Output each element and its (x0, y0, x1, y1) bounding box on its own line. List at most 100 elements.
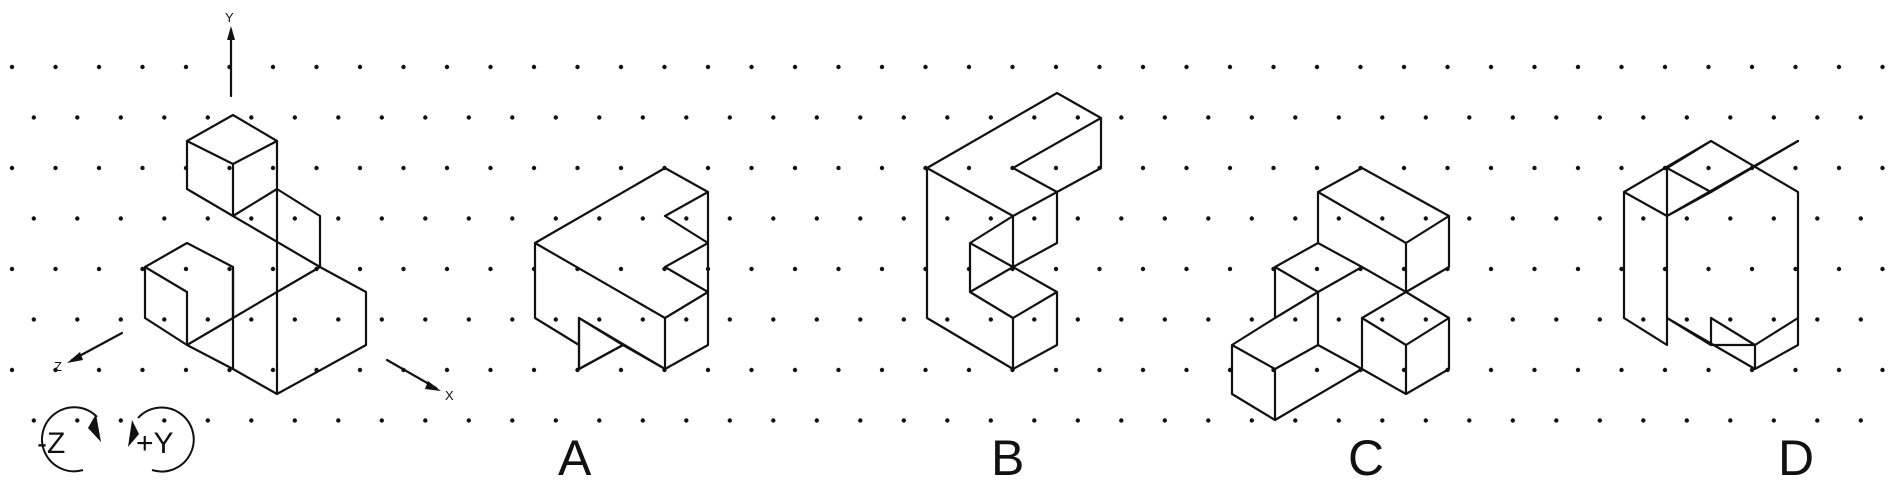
grid-dot (1488, 64, 1494, 70)
grid-dot (140, 367, 145, 373)
grid-dot (814, 418, 819, 423)
grid-dot (1293, 216, 1298, 221)
grid-dot (684, 115, 689, 120)
grid-dot (792, 367, 798, 373)
grid-dot (1423, 216, 1429, 221)
grid-dot (183, 367, 189, 373)
grid-dot (1836, 64, 1842, 70)
grid-dot (1227, 64, 1233, 70)
grid-dot (118, 115, 124, 120)
grid-dot (1793, 64, 1798, 70)
option-label-a: A (558, 430, 592, 485)
grid-dot (1032, 418, 1037, 423)
grid-dot (1728, 418, 1733, 423)
grid-dot (858, 418, 863, 423)
grid-dot (1380, 216, 1385, 221)
grid-dot (53, 64, 58, 70)
grid-dot (510, 115, 515, 120)
rotation-instructions: -Z +Y (37, 406, 195, 473)
grid-dot (727, 115, 732, 120)
grid-dot (1575, 64, 1581, 70)
grid-dot (1184, 165, 1189, 171)
grid-dot (118, 317, 124, 322)
grid-dot (1293, 115, 1298, 120)
grid-dot (1423, 418, 1429, 423)
grid-dot (1206, 317, 1211, 322)
grid-dot (1227, 165, 1233, 171)
grid-dot (531, 367, 537, 373)
grid-dot (1467, 317, 1472, 322)
grid-dot (1488, 367, 1494, 373)
y-axis-label: Y (225, 10, 234, 25)
option-b-figure[interactable]: B (925, 91, 1103, 485)
grid-dot (1554, 418, 1559, 423)
grid-dot (1532, 165, 1537, 171)
grid-dot (1445, 64, 1450, 70)
grid-dot (466, 317, 471, 322)
grid-dot (662, 64, 667, 70)
grid-dot (1010, 64, 1015, 70)
option-a-figure[interactable]: A (533, 166, 710, 485)
grid-dot (1488, 165, 1494, 171)
grid-dot (1206, 418, 1211, 423)
grid-dot (1249, 418, 1255, 423)
option-label-b: B (991, 430, 1024, 485)
grid-dot (336, 216, 341, 221)
grid-dot (1771, 317, 1777, 322)
grid-dot (901, 216, 906, 221)
grid-dot (444, 367, 450, 373)
grid-dot (771, 418, 776, 423)
grid-dot (510, 317, 515, 322)
rotation-label-2: +Y (136, 427, 174, 460)
grid-dot (1380, 418, 1385, 423)
option-d-figure[interactable]: D (1622, 139, 1814, 485)
grid-dot (597, 216, 602, 221)
grid-dot (1358, 64, 1363, 70)
grid-dot (923, 64, 928, 70)
grid-dot (1749, 64, 1755, 70)
grid-dot (1119, 216, 1124, 221)
grid-dot (945, 317, 950, 322)
grid-dot (1140, 367, 1146, 373)
x-axis-label: X (445, 388, 454, 403)
grid-dot (1684, 216, 1690, 221)
grid-dot (836, 64, 841, 70)
grid-dot (771, 317, 776, 322)
grid-dot (1836, 367, 1842, 373)
grid-dot (553, 418, 558, 423)
grid-dot (966, 64, 972, 70)
grid-dot (1575, 266, 1581, 272)
grid-dot (1401, 165, 1407, 171)
grid-dot (401, 165, 406, 171)
grid-dot (379, 418, 384, 423)
grid-dot (640, 418, 645, 423)
grid-dot (53, 266, 58, 272)
grid-dot (727, 216, 732, 221)
grid-dot (140, 266, 145, 272)
grid-dot (444, 64, 450, 70)
grid-dot (488, 266, 493, 272)
grid-dot (575, 64, 580, 70)
grid-dot (531, 64, 537, 70)
option-c-figure[interactable]: C (1230, 166, 1451, 485)
grid-dot (314, 165, 319, 171)
grid-dot (1162, 115, 1168, 120)
grid-dot (1532, 367, 1537, 373)
grid-dot (749, 266, 754, 272)
grid-dot (31, 115, 36, 120)
grid-dot (270, 64, 276, 70)
grid-dot (118, 216, 124, 221)
rotation-arrowhead (128, 420, 139, 447)
grid-dot (1815, 317, 1820, 322)
grid-dot (249, 216, 254, 221)
grid-dot (1488, 266, 1494, 272)
grid-dot (1423, 317, 1429, 322)
grid-dot (1858, 115, 1864, 120)
grid-dot (488, 165, 493, 171)
grid-dot (227, 165, 232, 171)
grid-dot (1597, 115, 1603, 120)
grid-dot (1619, 64, 1624, 70)
grid-dot (988, 216, 993, 221)
grid-dot (379, 317, 384, 322)
grid-dot (96, 266, 102, 272)
